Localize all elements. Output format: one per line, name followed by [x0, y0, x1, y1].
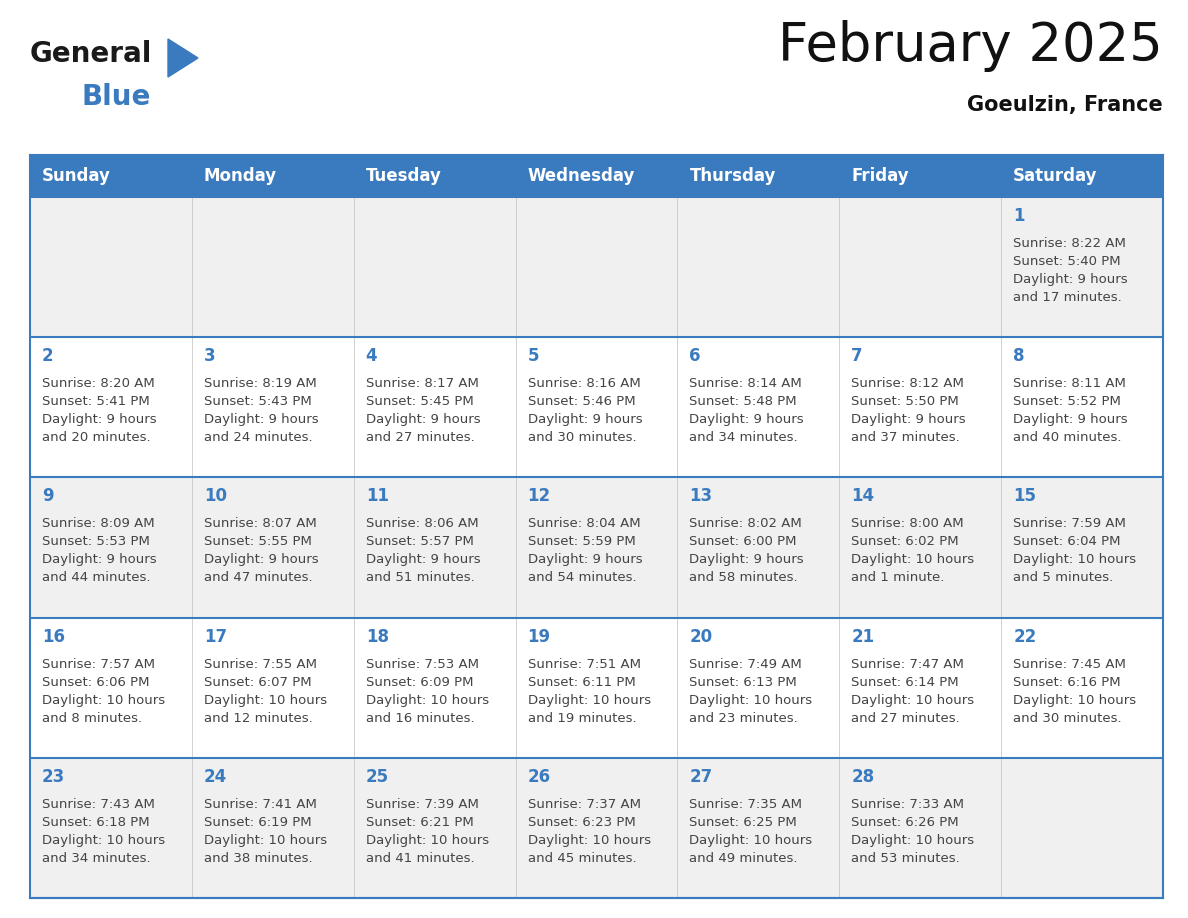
Text: 13: 13: [689, 487, 713, 506]
Bar: [30, 337, 1163, 477]
Text: Sunrise: 7:59 AM
Sunset: 6:04 PM
Daylight: 10 hours
and 5 minutes.: Sunrise: 7:59 AM Sunset: 6:04 PM Dayligh…: [1013, 518, 1136, 585]
Text: Tuesday: Tuesday: [366, 167, 442, 185]
Text: 16: 16: [42, 628, 65, 645]
Bar: [30, 197, 1163, 337]
Text: Sunrise: 7:55 AM
Sunset: 6:07 PM
Daylight: 10 hours
and 12 minutes.: Sunrise: 7:55 AM Sunset: 6:07 PM Dayligh…: [204, 657, 327, 724]
Text: 5: 5: [527, 347, 539, 365]
Text: Sunrise: 8:17 AM
Sunset: 5:45 PM
Daylight: 9 hours
and 27 minutes.: Sunrise: 8:17 AM Sunset: 5:45 PM Dayligh…: [366, 377, 480, 444]
Text: Goeulzin, France: Goeulzin, France: [967, 95, 1163, 115]
Text: Wednesday: Wednesday: [527, 167, 634, 185]
Text: Sunrise: 7:41 AM
Sunset: 6:19 PM
Daylight: 10 hours
and 38 minutes.: Sunrise: 7:41 AM Sunset: 6:19 PM Dayligh…: [204, 798, 327, 865]
Text: 8: 8: [1013, 347, 1024, 365]
Text: 10: 10: [204, 487, 227, 506]
Text: 4: 4: [366, 347, 378, 365]
Text: 28: 28: [852, 767, 874, 786]
Text: Sunrise: 8:11 AM
Sunset: 5:52 PM
Daylight: 9 hours
and 40 minutes.: Sunrise: 8:11 AM Sunset: 5:52 PM Dayligh…: [1013, 377, 1127, 444]
Text: Sunrise: 7:49 AM
Sunset: 6:13 PM
Daylight: 10 hours
and 23 minutes.: Sunrise: 7:49 AM Sunset: 6:13 PM Dayligh…: [689, 657, 813, 724]
Text: 18: 18: [366, 628, 388, 645]
Text: 22: 22: [1013, 628, 1036, 645]
Text: Sunrise: 8:06 AM
Sunset: 5:57 PM
Daylight: 9 hours
and 51 minutes.: Sunrise: 8:06 AM Sunset: 5:57 PM Dayligh…: [366, 518, 480, 585]
Text: 7: 7: [852, 347, 862, 365]
Text: 24: 24: [204, 767, 227, 786]
Text: Sunrise: 8:00 AM
Sunset: 6:02 PM
Daylight: 10 hours
and 1 minute.: Sunrise: 8:00 AM Sunset: 6:02 PM Dayligh…: [852, 518, 974, 585]
Bar: [30, 477, 1163, 618]
Bar: [30, 757, 1163, 898]
Text: 9: 9: [42, 487, 53, 506]
Text: Sunrise: 7:39 AM
Sunset: 6:21 PM
Daylight: 10 hours
and 41 minutes.: Sunrise: 7:39 AM Sunset: 6:21 PM Dayligh…: [366, 798, 488, 865]
Text: 19: 19: [527, 628, 551, 645]
Text: Blue: Blue: [82, 83, 151, 111]
Text: Sunrise: 7:33 AM
Sunset: 6:26 PM
Daylight: 10 hours
and 53 minutes.: Sunrise: 7:33 AM Sunset: 6:26 PM Dayligh…: [852, 798, 974, 865]
Text: 15: 15: [1013, 487, 1036, 506]
Text: 2: 2: [42, 347, 53, 365]
Text: Sunrise: 8:07 AM
Sunset: 5:55 PM
Daylight: 9 hours
and 47 minutes.: Sunrise: 8:07 AM Sunset: 5:55 PM Dayligh…: [204, 518, 318, 585]
Text: Sunrise: 8:04 AM
Sunset: 5:59 PM
Daylight: 9 hours
and 54 minutes.: Sunrise: 8:04 AM Sunset: 5:59 PM Dayligh…: [527, 518, 643, 585]
Bar: [30, 618, 1163, 757]
Text: Monday: Monday: [204, 167, 277, 185]
Text: 27: 27: [689, 767, 713, 786]
Text: Sunrise: 8:22 AM
Sunset: 5:40 PM
Daylight: 9 hours
and 17 minutes.: Sunrise: 8:22 AM Sunset: 5:40 PM Dayligh…: [1013, 237, 1127, 304]
Text: 14: 14: [852, 487, 874, 506]
Text: 1: 1: [1013, 207, 1024, 225]
Text: 11: 11: [366, 487, 388, 506]
Text: Sunrise: 8:12 AM
Sunset: 5:50 PM
Daylight: 9 hours
and 37 minutes.: Sunrise: 8:12 AM Sunset: 5:50 PM Dayligh…: [852, 377, 966, 444]
Text: Friday: Friday: [852, 167, 909, 185]
Text: Sunrise: 7:37 AM
Sunset: 6:23 PM
Daylight: 10 hours
and 45 minutes.: Sunrise: 7:37 AM Sunset: 6:23 PM Dayligh…: [527, 798, 651, 865]
Text: Sunday: Sunday: [42, 167, 110, 185]
Text: 3: 3: [204, 347, 215, 365]
Text: 17: 17: [204, 628, 227, 645]
Text: Sunrise: 8:20 AM
Sunset: 5:41 PM
Daylight: 9 hours
and 20 minutes.: Sunrise: 8:20 AM Sunset: 5:41 PM Dayligh…: [42, 377, 157, 444]
Text: Sunrise: 8:16 AM
Sunset: 5:46 PM
Daylight: 9 hours
and 30 minutes.: Sunrise: 8:16 AM Sunset: 5:46 PM Dayligh…: [527, 377, 643, 444]
Text: Sunrise: 7:43 AM
Sunset: 6:18 PM
Daylight: 10 hours
and 34 minutes.: Sunrise: 7:43 AM Sunset: 6:18 PM Dayligh…: [42, 798, 165, 865]
Text: 23: 23: [42, 767, 65, 786]
Text: 20: 20: [689, 628, 713, 645]
Text: February 2025: February 2025: [778, 20, 1163, 72]
Text: Sunrise: 8:09 AM
Sunset: 5:53 PM
Daylight: 9 hours
and 44 minutes.: Sunrise: 8:09 AM Sunset: 5:53 PM Dayligh…: [42, 518, 157, 585]
Text: 21: 21: [852, 628, 874, 645]
Text: 26: 26: [527, 767, 551, 786]
Text: 12: 12: [527, 487, 551, 506]
Text: Sunrise: 8:14 AM
Sunset: 5:48 PM
Daylight: 9 hours
and 34 minutes.: Sunrise: 8:14 AM Sunset: 5:48 PM Dayligh…: [689, 377, 804, 444]
Text: Sunrise: 7:45 AM
Sunset: 6:16 PM
Daylight: 10 hours
and 30 minutes.: Sunrise: 7:45 AM Sunset: 6:16 PM Dayligh…: [1013, 657, 1136, 724]
Text: 25: 25: [366, 767, 388, 786]
Text: Sunrise: 7:35 AM
Sunset: 6:25 PM
Daylight: 10 hours
and 49 minutes.: Sunrise: 7:35 AM Sunset: 6:25 PM Dayligh…: [689, 798, 813, 865]
Text: Saturday: Saturday: [1013, 167, 1098, 185]
Bar: [30, 155, 1163, 197]
Text: Thursday: Thursday: [689, 167, 776, 185]
Text: Sunrise: 7:53 AM
Sunset: 6:09 PM
Daylight: 10 hours
and 16 minutes.: Sunrise: 7:53 AM Sunset: 6:09 PM Dayligh…: [366, 657, 488, 724]
Polygon shape: [168, 39, 198, 77]
Text: Sunrise: 7:51 AM
Sunset: 6:11 PM
Daylight: 10 hours
and 19 minutes.: Sunrise: 7:51 AM Sunset: 6:11 PM Dayligh…: [527, 657, 651, 724]
Text: 6: 6: [689, 347, 701, 365]
Text: Sunrise: 7:47 AM
Sunset: 6:14 PM
Daylight: 10 hours
and 27 minutes.: Sunrise: 7:47 AM Sunset: 6:14 PM Dayligh…: [852, 657, 974, 724]
Text: Sunrise: 8:02 AM
Sunset: 6:00 PM
Daylight: 9 hours
and 58 minutes.: Sunrise: 8:02 AM Sunset: 6:00 PM Dayligh…: [689, 518, 804, 585]
Text: General: General: [30, 40, 152, 68]
Text: Sunrise: 8:19 AM
Sunset: 5:43 PM
Daylight: 9 hours
and 24 minutes.: Sunrise: 8:19 AM Sunset: 5:43 PM Dayligh…: [204, 377, 318, 444]
Text: Sunrise: 7:57 AM
Sunset: 6:06 PM
Daylight: 10 hours
and 8 minutes.: Sunrise: 7:57 AM Sunset: 6:06 PM Dayligh…: [42, 657, 165, 724]
